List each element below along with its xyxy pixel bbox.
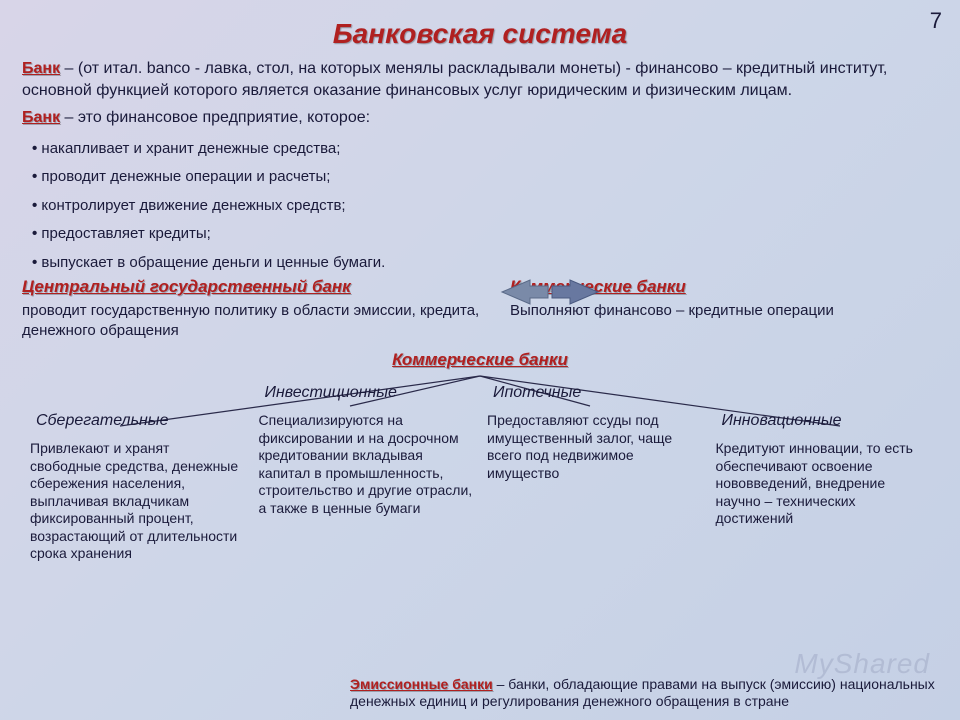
footnote: Эмиссионные банки – банки, обладающие пр… <box>350 676 940 710</box>
branch-title: Инвестиционные <box>259 384 474 402</box>
def1-text: – (от итал. banco - лавка, стол, на кото… <box>22 60 887 99</box>
branch-desc: Предоставляют ссуды под имущественный за… <box>487 412 702 482</box>
term-bank-2: Банк <box>22 109 60 126</box>
content-area: Банк – (от итал. banco - лавка, стол, на… <box>0 50 960 563</box>
branch-title: Сберегательные <box>30 412 245 430</box>
two-column-section: Центральный государственный банк проводи… <box>22 277 938 340</box>
branch-title: Инновационные <box>716 412 931 430</box>
branch-savings: Сберегательные Привлекают и хранят свобо… <box>30 402 245 563</box>
watermark: MyShared <box>794 648 930 680</box>
branch-innovation: Инновационные Кредитуют инновации, то ес… <box>716 402 931 563</box>
branch-desc: Специализируются на фиксировании и на до… <box>259 412 474 517</box>
bullet-item: выпускает в обращение деньги и ценные бу… <box>32 249 938 278</box>
term-bank-1: Банк <box>22 60 60 77</box>
bullet-item: предоставляет кредиты; <box>32 220 938 249</box>
branch-title: Ипотечные <box>487 384 702 402</box>
bidirectional-arrows-icon <box>500 274 600 314</box>
central-bank-heading: Центральный государственный банк <box>22 277 492 297</box>
branch-investment: Инвестиционные Специализируются на фикси… <box>259 402 474 563</box>
definition-1: Банк – (от итал. banco - лавка, стол, на… <box>22 58 938 101</box>
def2-text: – это финансовое предприятие, которое: <box>60 109 370 126</box>
central-bank-text: проводит государственную политику в обла… <box>22 301 492 340</box>
footnote-term: Эмиссионные банки <box>350 676 493 692</box>
branch-mortgage: Ипотечные Предоставляют ссуды под имущес… <box>487 402 702 563</box>
bullet-item: накапливает и хранит денежные средства; <box>32 135 938 164</box>
tree-root-title: Коммерческие банки <box>22 350 938 370</box>
branches-row: Сберегательные Привлекают и хранят свобо… <box>22 402 938 563</box>
slide-title: Банковская система <box>0 0 960 50</box>
definition-2: Банк – это финансовое предприятие, котор… <box>22 107 938 129</box>
page-number: 7 <box>930 8 942 34</box>
bullet-item: контролирует движение денежных средств; <box>32 192 938 221</box>
bullet-item: проводит денежные операции и расчеты; <box>32 163 938 192</box>
branch-desc: Привлекают и хранят свободные средства, … <box>30 440 245 563</box>
central-bank-column: Центральный государственный банк проводи… <box>22 277 492 340</box>
bullet-list: накапливает и хранит денежные средства; … <box>32 135 938 278</box>
branch-desc: Кредитуют инновации, то есть обеспечиваю… <box>716 440 931 528</box>
